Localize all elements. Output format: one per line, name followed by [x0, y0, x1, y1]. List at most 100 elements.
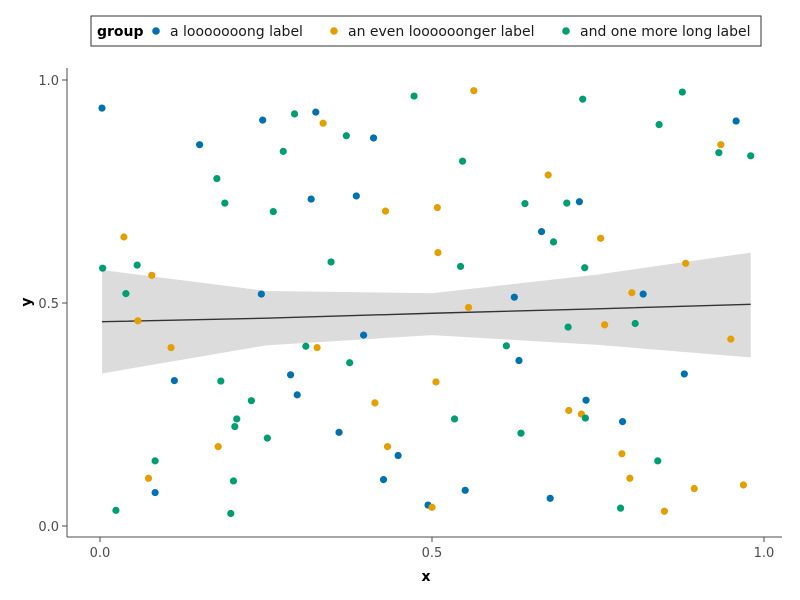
data-point-series-3	[269, 207, 277, 216]
legend-box	[90, 15, 762, 47]
x-axis-title: x	[421, 569, 430, 585]
data-point-series-2	[432, 378, 440, 386]
legend-key-series-3	[562, 27, 570, 35]
data-point-series-1	[461, 486, 469, 494]
data-point-series-3	[581, 414, 589, 422]
data-point-series-3	[410, 92, 418, 100]
data-point-series-2	[371, 399, 379, 407]
data-point-series-3	[263, 434, 271, 442]
data-point-series-1	[196, 141, 204, 149]
data-point-series-2	[544, 171, 552, 179]
data-point-series-2	[727, 335, 735, 343]
data-point-series-2	[717, 141, 725, 149]
data-point-series-3	[279, 147, 287, 155]
data-point-series-2	[428, 503, 436, 511]
data-point-series-2	[628, 289, 636, 297]
data-point-series-1	[151, 488, 159, 497]
data-point-series-2	[381, 207, 390, 215]
data-point-series-1	[510, 293, 518, 301]
x-tick-label: 1.0	[754, 546, 775, 561]
data-point-series-1	[307, 195, 315, 203]
data-point-series-3	[233, 415, 241, 423]
data-point-series-2	[464, 303, 473, 312]
data-point-series-1	[257, 290, 265, 298]
data-point-series-3	[563, 199, 571, 207]
data-point-series-1	[582, 396, 590, 404]
data-point-series-1	[546, 494, 554, 502]
data-point-series-3	[213, 174, 221, 183]
data-point-series-3	[122, 290, 130, 298]
data-point-series-1	[312, 108, 320, 116]
data-point-series-3	[654, 457, 662, 465]
data-point-series-3	[227, 509, 235, 518]
data-point-series-2	[214, 443, 222, 451]
data-point-series-2	[565, 406, 573, 415]
data-point-series-3	[502, 342, 510, 350]
legend-label-series-1: a looooooong label	[170, 24, 303, 40]
data-point-series-2	[618, 450, 626, 458]
data-point-series-2	[313, 344, 321, 352]
data-point-series-3	[655, 121, 663, 129]
data-point-series-3	[616, 504, 625, 512]
data-point-series-1	[98, 104, 106, 112]
data-point-series-3	[229, 477, 238, 485]
data-point-series-1	[352, 192, 360, 200]
data-point-series-3	[302, 342, 310, 350]
data-point-series-3	[151, 457, 159, 465]
data-point-series-2	[739, 481, 748, 489]
data-point-series-3	[715, 149, 723, 157]
data-point-series-2	[144, 474, 153, 482]
y-axis-title: y	[19, 297, 35, 306]
data-point-series-2	[134, 317, 142, 325]
legend: group a looooooong label an even loooooon…	[90, 15, 762, 47]
data-point-series-2	[433, 203, 441, 212]
data-point-series-3	[517, 429, 525, 437]
data-point-series-1	[394, 451, 402, 460]
data-point-series-3	[521, 199, 529, 208]
data-point-series-1	[360, 331, 368, 339]
data-point-series-2	[383, 443, 392, 451]
data-point-series-1	[575, 198, 584, 206]
data-point-series-2	[319, 119, 327, 127]
data-point-series-3	[99, 264, 107, 272]
legend-title: group	[97, 24, 144, 40]
data-point-series-3	[290, 110, 299, 118]
data-point-series-2	[470, 87, 478, 95]
data-point-series-1	[732, 117, 740, 125]
y-tick-label: 0.5	[38, 297, 59, 312]
legend-label-series-2: an even loooooonger label	[348, 24, 534, 40]
data-point-series-2	[626, 474, 634, 482]
data-point-series-1	[618, 418, 627, 426]
data-point-series-3	[581, 264, 589, 272]
data-point-series-2	[434, 249, 442, 257]
data-point-series-3	[221, 199, 229, 207]
data-point-series-2	[682, 259, 690, 267]
data-point-series-1	[293, 391, 301, 399]
data-point-series-3	[133, 261, 141, 269]
data-point-series-2	[120, 233, 128, 241]
data-point-series-1	[639, 290, 647, 298]
data-point-series-3	[458, 157, 467, 165]
data-point-series-1	[680, 370, 688, 378]
trend-line	[101, 303, 751, 323]
y-tick-label: 1.0	[38, 74, 59, 89]
data-point-series-3	[678, 88, 686, 96]
data-point-series-2	[601, 321, 609, 329]
data-point-series-1	[286, 371, 295, 379]
data-point-series-3	[327, 258, 335, 266]
data-point-series-1	[170, 377, 178, 385]
data-point-series-2	[167, 344, 175, 352]
data-point-series-3	[342, 132, 350, 140]
data-point-series-3	[579, 95, 587, 103]
data-point-series-2	[148, 271, 156, 279]
data-point-series-1	[335, 428, 343, 436]
data-point-series-1	[515, 356, 523, 365]
x-tick-label: 0.5	[422, 546, 443, 561]
data-point-series-3	[747, 152, 755, 160]
data-point-series-3	[231, 422, 239, 431]
data-point-series-1	[537, 228, 546, 236]
data-point-series-3	[346, 359, 354, 367]
data-point-series-2	[597, 234, 605, 242]
data-point-series-2	[690, 484, 698, 493]
